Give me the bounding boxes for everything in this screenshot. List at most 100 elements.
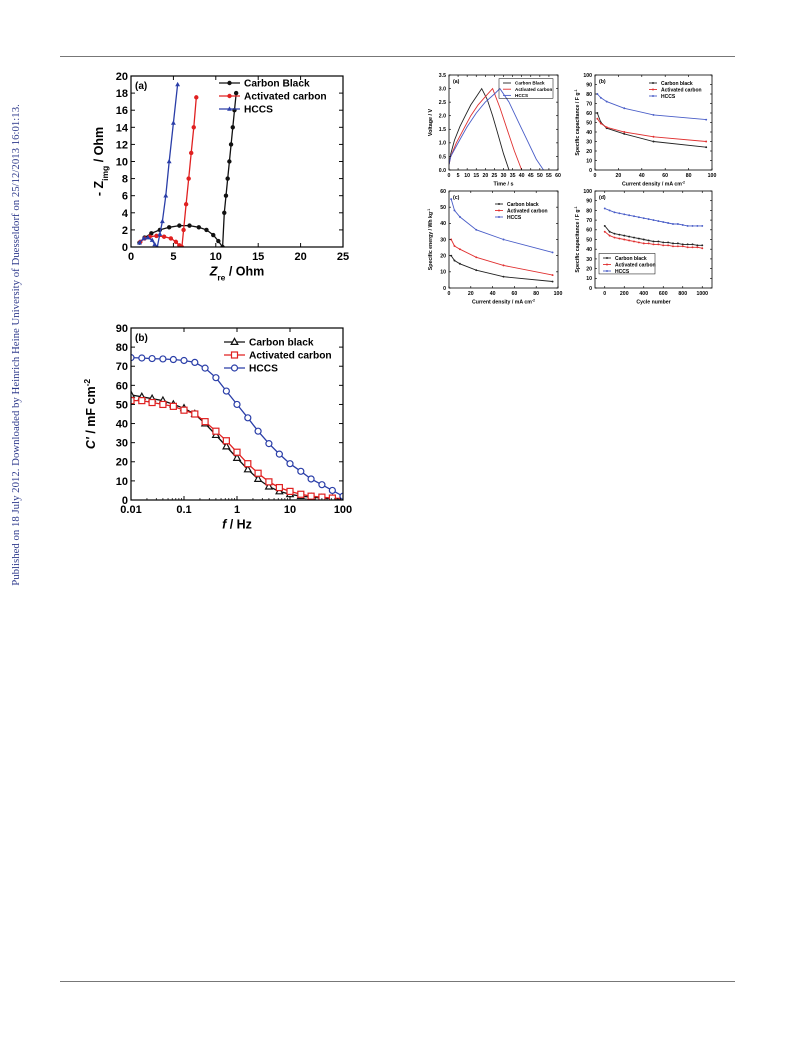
y-tick-label: 3.5 <box>439 73 446 79</box>
data-point <box>204 227 209 233</box>
figure-c-charge-discharge-plot: 0 5 10 15 20 25 30 35 40 45 50 55 60 0.0 0.5 1.0 1.5 2.0 2… <box>428 73 561 188</box>
data-point <box>328 486 336 495</box>
data-point <box>180 406 188 414</box>
y-tick-label: 60 <box>586 228 592 234</box>
x-tick-label: 5 <box>170 251 176 263</box>
data-point <box>681 243 684 246</box>
data-point <box>181 227 186 233</box>
data-point <box>652 140 655 143</box>
legend-label: Activated carbon <box>615 262 656 268</box>
y-tick-label: 18 <box>116 88 128 100</box>
y-tick-label: 60 <box>116 380 128 392</box>
data-point <box>222 441 231 450</box>
data-point <box>662 244 665 247</box>
y-tick-label: 80 <box>586 92 592 98</box>
x-tick-label: 60 <box>555 173 561 179</box>
data-point <box>633 236 635 239</box>
data-point <box>642 242 645 245</box>
data-point <box>286 487 294 495</box>
data-point <box>603 224 606 227</box>
data-point <box>177 223 182 228</box>
legend-label: Activated carbon <box>244 92 327 103</box>
y-tick-label: 16 <box>116 105 128 117</box>
series-hccs <box>450 198 554 254</box>
y-tick-label: 1.0 <box>439 141 446 147</box>
data-point <box>608 234 611 237</box>
series-line <box>139 84 179 247</box>
y-tick-label: 40 <box>586 130 592 136</box>
data-point <box>170 120 176 125</box>
y-tick-label: 4 <box>122 208 129 220</box>
data-point <box>623 131 626 133</box>
x-tick-label: 5 <box>457 173 460 179</box>
figure-b-capacitance-plot: 0.01 0.1 1 10 100 0 10 20 30 40 50 60 70 80 90 f / Hz C'… <box>82 323 352 532</box>
data-point <box>244 414 252 422</box>
data-point <box>222 210 227 215</box>
data-point <box>606 263 608 266</box>
x-tick-label: 80 <box>686 173 692 179</box>
data-point <box>149 237 155 242</box>
data-point <box>606 257 608 259</box>
x-axis-label: Current density / mA cm-2 <box>622 180 685 187</box>
data-point <box>180 356 188 365</box>
data-point <box>657 243 660 246</box>
data-point <box>475 256 478 259</box>
y-tick-label: 14 <box>116 122 129 134</box>
figure-a-nyquist-plot: 0 5 10 15 20 25 0 2 4 6 8 10 12 14 16 18 20 Zre / Ohm - Zi… <box>92 71 349 283</box>
x-tick-label: 80 <box>533 291 539 297</box>
legend-label: HCCS <box>661 94 676 100</box>
y-tick-label: 20 <box>116 457 128 469</box>
data-point <box>159 355 167 363</box>
legend-label: HCCS <box>507 215 522 221</box>
x-tick-label: 60 <box>662 173 668 179</box>
data-point <box>191 410 199 418</box>
data-point <box>618 212 621 215</box>
y-tick-label: 90 <box>116 323 128 335</box>
data-point <box>168 236 174 241</box>
data-point <box>676 223 679 225</box>
data-point <box>623 107 626 110</box>
series-line <box>450 198 553 253</box>
data-point <box>230 125 235 130</box>
data-point <box>212 427 220 435</box>
plot-frame <box>594 190 713 289</box>
x-tick-label: 0.1 <box>176 504 191 516</box>
data-point <box>498 216 500 218</box>
y-tick-label: 1.5 <box>439 127 446 133</box>
data-point <box>166 225 172 230</box>
data-point <box>596 117 599 120</box>
series-hccs <box>603 207 704 227</box>
y-tick-label: 80 <box>116 342 128 354</box>
data-point <box>159 400 167 409</box>
x-tick-label: 40 <box>639 173 645 179</box>
data-point <box>230 337 239 345</box>
download-note: Published on 18 July 2012. Downloaded by… <box>10 104 22 586</box>
data-point <box>613 211 616 214</box>
data-point <box>450 238 453 241</box>
data-point <box>613 232 616 235</box>
data-point <box>691 243 694 246</box>
data-point <box>701 224 704 227</box>
data-point <box>243 464 253 473</box>
data-point <box>647 218 650 221</box>
panel-label: (b) <box>599 79 606 85</box>
data-point <box>691 224 694 227</box>
x-axis-label: Time / s <box>494 182 514 188</box>
data-point <box>599 96 602 99</box>
y-tick-label: 8 <box>122 174 128 186</box>
data-point <box>498 209 500 212</box>
x-tick-label: 40 <box>490 291 496 297</box>
data-point <box>458 262 461 265</box>
data-point <box>275 450 283 458</box>
x-tick-label: 20 <box>468 291 474 297</box>
y-tick-label: 90 <box>586 199 592 205</box>
data-point <box>652 113 655 116</box>
y-tick-label: 50 <box>116 399 128 411</box>
data-point <box>265 478 273 486</box>
data-point <box>148 398 156 407</box>
data-point <box>264 481 274 490</box>
data-point <box>672 242 674 245</box>
y-tick-label: 70 <box>586 218 592 224</box>
data-point <box>623 238 626 241</box>
x-tick-label: 0 <box>594 173 597 179</box>
